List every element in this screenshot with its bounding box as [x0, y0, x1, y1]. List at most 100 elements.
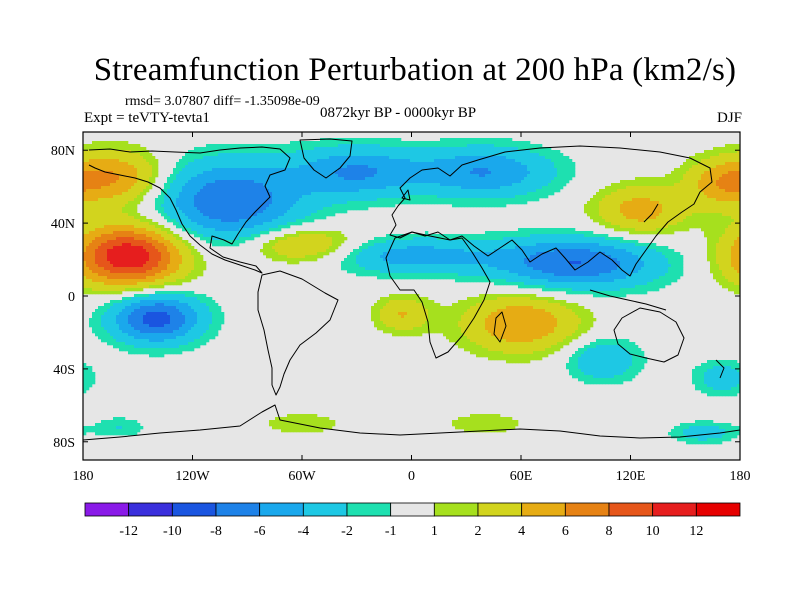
field-cell: [122, 273, 126, 277]
field-cell: [122, 321, 126, 325]
field-cell: [140, 297, 144, 301]
field-cell: [128, 204, 132, 208]
field-cell: [164, 264, 168, 268]
field-cell: [161, 327, 165, 331]
field-cell: [281, 156, 285, 160]
field-cell: [383, 324, 387, 328]
field-cell: [104, 174, 108, 178]
field-cell: [110, 210, 114, 214]
field-cell: [149, 180, 153, 184]
field-cell: [107, 252, 111, 256]
field-cell: [86, 252, 90, 256]
field-cell: [356, 261, 360, 265]
field-cell: [305, 141, 309, 145]
field-cell: [113, 183, 117, 187]
field-cell: [359, 267, 363, 271]
field-cell: [203, 333, 207, 337]
field-cell: [215, 207, 219, 211]
field-cell: [287, 201, 291, 205]
field-cell: [317, 216, 321, 220]
field-cell: [353, 198, 357, 202]
field-cell: [125, 174, 129, 178]
field-cell: [164, 300, 168, 304]
field-cell: [206, 189, 210, 193]
field-cell: [272, 423, 276, 427]
field-cell: [152, 273, 156, 277]
field-cell: [119, 318, 123, 322]
field-cell: [332, 201, 336, 205]
field-cell: [242, 162, 246, 166]
field-cell: [128, 285, 132, 289]
field-cell: [95, 228, 99, 232]
field-cell: [272, 159, 276, 163]
field-cell: [263, 243, 267, 247]
field-cell: [104, 231, 108, 235]
field-cell: [179, 351, 183, 355]
field-cell: [152, 261, 156, 265]
field-cell: [278, 207, 282, 211]
field-cell: [167, 267, 171, 271]
field-cell: [371, 186, 375, 190]
field-cell: [377, 138, 381, 142]
field-cell: [299, 249, 303, 253]
field-cell: [209, 192, 213, 196]
field-cell: [161, 207, 165, 211]
field-cell: [221, 177, 225, 181]
field-cell: [296, 423, 300, 427]
field-cell: [173, 351, 177, 355]
field-cell: [248, 207, 252, 211]
field-cell: [122, 261, 126, 265]
field-cell: [338, 177, 342, 181]
field-cell: [182, 339, 186, 343]
field-cell: [173, 336, 177, 340]
field-cell: [206, 192, 210, 196]
field-cell: [143, 168, 147, 172]
field-cell: [158, 228, 162, 232]
field-cell: [206, 234, 210, 238]
field-cell: [284, 252, 288, 256]
field-cell: [242, 153, 246, 157]
field-cell: [320, 246, 324, 250]
field-cell: [143, 285, 147, 289]
field-cell: [245, 237, 249, 241]
field-cell: [281, 210, 285, 214]
field-cell: [344, 192, 348, 196]
field-cell: [320, 186, 324, 190]
field-cell: [281, 201, 285, 205]
field-cell: [116, 315, 120, 319]
field-cell: [140, 258, 144, 262]
field-cell: [317, 423, 321, 427]
field-cell: [92, 195, 96, 199]
field-cell: [197, 192, 201, 196]
field-cell: [380, 171, 384, 175]
field-cell: [116, 333, 120, 337]
field-cell: [242, 219, 246, 223]
field-cell: [101, 432, 105, 436]
field-cell: [254, 183, 258, 187]
field-cell: [392, 177, 396, 181]
field-cell: [215, 204, 219, 208]
field-cell: [113, 222, 117, 226]
field-cell: [251, 168, 255, 172]
field-cell: [152, 243, 156, 247]
field-cell: [236, 177, 240, 181]
field-cell: [245, 198, 249, 202]
field-cell: [155, 336, 159, 340]
field-cell: [281, 189, 285, 193]
field-cell: [116, 267, 120, 271]
field-cell: [209, 201, 213, 205]
field-cell: [383, 303, 387, 307]
field-cell: [326, 231, 330, 235]
field-cell: [284, 417, 288, 421]
field-cell: [167, 189, 171, 193]
field-cell: [125, 225, 129, 229]
field-cell: [386, 153, 390, 157]
field-cell: [326, 246, 330, 250]
field-cell: [89, 270, 93, 274]
field-cell: [200, 258, 204, 262]
field-cell: [212, 240, 216, 244]
field-cell: [239, 183, 243, 187]
field-cell: [377, 174, 381, 178]
field-cell: [86, 207, 90, 211]
field-cell: [194, 168, 198, 172]
